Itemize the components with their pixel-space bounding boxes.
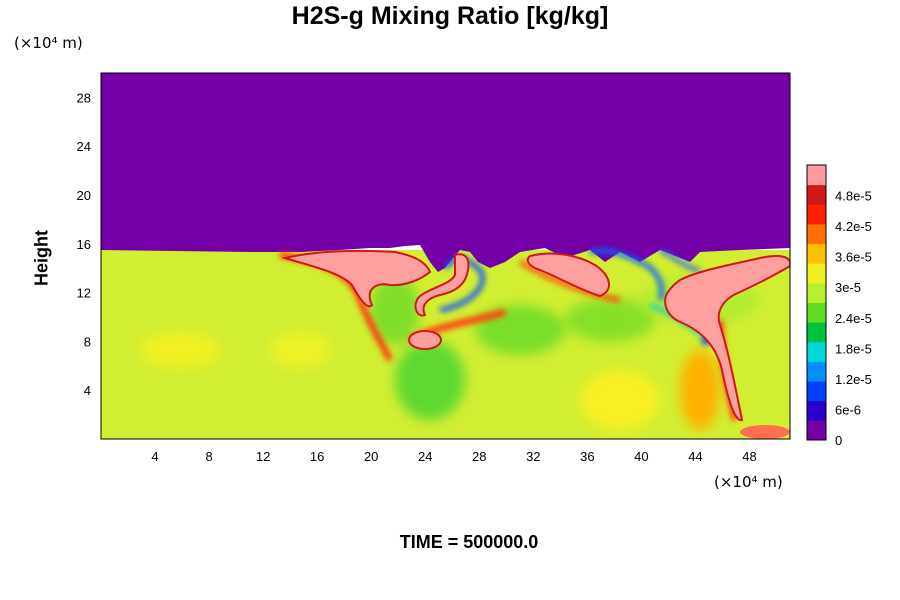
colorbar-tick-label: 4.2e-5: [835, 219, 872, 234]
blue-band: [659, 248, 701, 272]
upper-layer: [101, 73, 790, 272]
y-tick-label: 28: [77, 90, 91, 105]
yellow-pocket: [140, 332, 220, 368]
y-tick-label: 16: [77, 237, 91, 252]
colorbar-segment: [807, 420, 826, 441]
colorbar-segment: [807, 361, 826, 382]
colorbar-segment: [807, 223, 826, 245]
green-pocket: [565, 298, 655, 342]
x-tick-label: 28: [472, 449, 486, 464]
colorbar-tick-label: 2.4e-5: [835, 311, 872, 326]
chart-title: H2S-g Mixing Ratio [kg/kg]: [291, 2, 609, 30]
colorbar-segment: [807, 263, 826, 284]
orange-pocket: [680, 350, 720, 430]
plume-base: [740, 425, 790, 439]
colorbar-segment: [807, 302, 826, 323]
x-tick-labels: 4 8 12 16 20 24 28 32 36 40 44 48: [151, 449, 756, 464]
x-tick-label: 8: [205, 449, 212, 464]
y-tick-label: 12: [77, 286, 91, 301]
colorbar-tick-label: 3e-5: [835, 280, 861, 295]
x-tick-label: 20: [364, 449, 378, 464]
colorbar-tick-label: 0: [835, 433, 842, 448]
plume-center: [526, 252, 610, 298]
x-tick-label: 12: [256, 449, 270, 464]
x-tick-label: 24: [418, 449, 432, 464]
plot-frame: [100, 72, 791, 440]
plume-blob: [408, 330, 442, 350]
colorbar-segment: [807, 184, 826, 205]
colorbar-segment: [807, 322, 826, 343]
y-tick-labels: 4 8 12 16 20 24 28: [77, 90, 91, 398]
colorbar-tick-label: 1.2e-5: [835, 372, 872, 387]
colorbar-tick-labels: 0 6e-6 1.2e-5 1.8e-5 2.4e-5 3e-5 3.6e-5 4.2e-5 4…: [835, 189, 872, 448]
plume-left: [281, 249, 432, 308]
colorbar-segment: [807, 400, 826, 421]
plume-hook: [414, 253, 470, 317]
green-pocket: [475, 305, 565, 355]
y-tick-label: 24: [77, 139, 91, 154]
plumes: [281, 249, 790, 439]
colorbar-tick-label: 6e-6: [835, 402, 861, 417]
yellow-pocket: [270, 332, 330, 368]
x-tick-label: 4: [151, 449, 158, 464]
colorbar-segment: [807, 165, 826, 186]
colorbar-segment: [807, 341, 826, 362]
plume-right: [664, 255, 790, 421]
plume-rim: [518, 259, 621, 303]
colorbar-tick-label: 4.8e-5: [835, 189, 872, 204]
plot-area: [101, 73, 790, 439]
colorbar-segment: [807, 243, 826, 264]
x-tick-label: 32: [526, 449, 540, 464]
x-axis-unit: (×10⁴ m): [714, 473, 783, 491]
colorbar-segment: [807, 282, 826, 303]
colorbar-segment: [807, 204, 826, 225]
y-tick-label: 4: [84, 383, 91, 398]
y-tick-label: 20: [77, 188, 91, 203]
yellow-pocket: [580, 370, 660, 430]
y-axis-unit: (×10⁴ m): [14, 34, 83, 52]
colorbar: [806, 164, 827, 441]
x-tick-label: 44: [688, 449, 702, 464]
y-tick-label: 8: [84, 334, 91, 349]
x-tick-label: 16: [310, 449, 324, 464]
green-pocket: [395, 340, 465, 420]
green-pocket: [370, 275, 420, 345]
colorbar-tick-label: 1.8e-5: [835, 341, 872, 356]
x-tick-label: 40: [634, 449, 648, 464]
colorbar-tick-label: 3.6e-5: [835, 250, 872, 265]
colorbar-segment: [807, 381, 826, 402]
blue-band: [589, 248, 665, 302]
time-label: TIME = 500000.0: [399, 532, 539, 552]
x-tick-label: 48: [742, 449, 756, 464]
x-tick-label: 36: [580, 449, 594, 464]
colorbar-frame: [806, 164, 827, 441]
